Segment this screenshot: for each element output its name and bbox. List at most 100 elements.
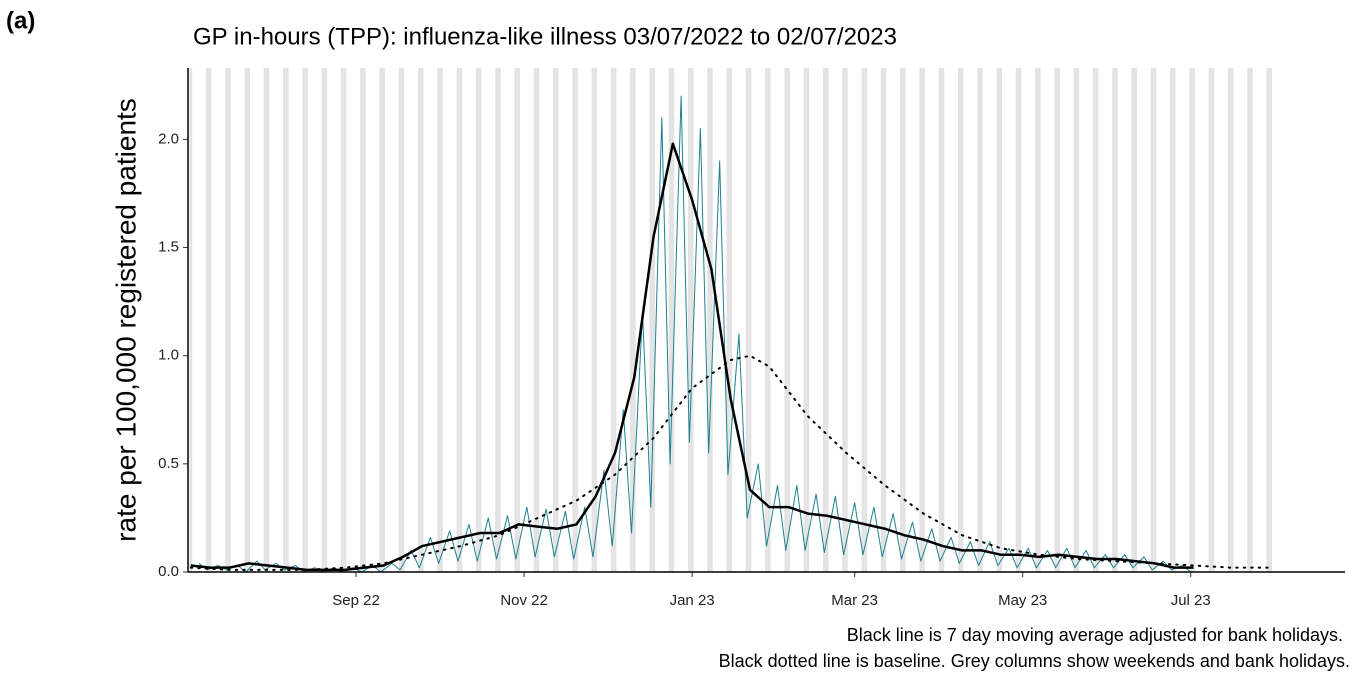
weekend-column — [1114, 68, 1118, 572]
x-tick-label: Mar 23 — [831, 592, 878, 609]
weekend-column — [1230, 68, 1234, 572]
weekend-column — [285, 68, 289, 572]
weekend-column — [671, 68, 675, 572]
weekend-column — [784, 68, 788, 572]
weekend-column — [398, 68, 402, 572]
weekend-column — [610, 68, 614, 572]
y-axis-title: rate per 100,000 registered patients — [110, 98, 141, 542]
weekend-column — [922, 68, 925, 572]
weekend-column — [382, 68, 385, 572]
weekend-column — [1134, 68, 1138, 572]
y-tick-label: 0.0 — [158, 563, 179, 580]
weekend-column — [536, 68, 540, 572]
weekend-column — [1192, 68, 1195, 572]
weekend-column — [767, 68, 771, 572]
y-tick-label: 1.0 — [158, 347, 179, 364]
x-tick-label: Jul 23 — [1171, 592, 1211, 609]
weekend-column — [302, 68, 306, 572]
weekend-column — [1057, 68, 1060, 572]
weekend-column — [1095, 68, 1099, 572]
y-tick-label: 2.0 — [158, 130, 179, 147]
weekend-column — [996, 68, 1000, 572]
weekend-column — [803, 68, 807, 572]
weekend-column — [1035, 68, 1038, 572]
weekend-column — [1018, 68, 1022, 572]
weekend-column — [1249, 68, 1253, 572]
weekend-column — [227, 68, 231, 572]
weekend-column — [478, 68, 482, 572]
weekend-column — [1037, 68, 1041, 572]
weekend-column — [379, 68, 383, 572]
weekend-column — [418, 68, 421, 572]
weekend-column — [1076, 68, 1080, 572]
weekend-column — [729, 68, 733, 572]
weekend-column — [475, 68, 479, 572]
weekend-column — [900, 68, 903, 572]
weekend-column — [401, 68, 405, 572]
weekend-column — [957, 68, 961, 572]
weekend-column — [321, 68, 325, 572]
weekend-column — [979, 68, 983, 572]
weekend-column — [572, 68, 576, 572]
weekend-column — [613, 68, 617, 572]
weekend-column — [999, 68, 1003, 572]
weekend-column — [360, 68, 363, 572]
weekend-column — [960, 68, 964, 572]
weekend-column — [630, 68, 633, 572]
weekend-column — [497, 68, 501, 572]
weekend-column — [1150, 68, 1154, 572]
weekend-column — [864, 68, 868, 572]
weekend-column — [1227, 68, 1231, 572]
weekend-column — [707, 68, 711, 572]
weekend-column — [825, 68, 829, 572]
weekend-column — [941, 68, 945, 572]
weekend-column — [591, 68, 595, 572]
weekend-column — [456, 68, 460, 572]
weekend-column — [514, 68, 518, 572]
weekend-column — [1269, 68, 1272, 572]
weekend-column — [1266, 68, 1270, 572]
weekend-column — [495, 68, 498, 572]
weekend-column — [902, 68, 906, 572]
weekend-column — [1131, 68, 1135, 572]
weekend-column — [1153, 68, 1157, 572]
weekend-column — [1172, 68, 1176, 572]
weekend-column — [263, 68, 267, 572]
weekend-column — [420, 68, 424, 572]
weekend-column — [822, 68, 826, 572]
weekend-column — [690, 68, 694, 572]
weekend-column — [575, 68, 578, 572]
weekend-column — [1170, 68, 1173, 572]
weekend-column — [440, 68, 443, 572]
y-tick-label: 1.5 — [158, 239, 179, 256]
x-tick-label: Sep 22 — [332, 592, 380, 609]
weekend-column — [938, 68, 942, 572]
weekend-column — [247, 68, 250, 572]
weekend-column — [845, 68, 848, 572]
weekend-column — [668, 68, 672, 572]
series-line — [198, 95, 1192, 573]
x-tick-label: May 23 — [998, 592, 1047, 609]
weekend-column — [283, 68, 286, 572]
weekend-column — [745, 68, 749, 572]
weekend-column — [1015, 68, 1019, 572]
weekend-column — [1054, 68, 1058, 572]
weekend-column — [1247, 68, 1250, 572]
x-tick-label: Jan 23 — [670, 592, 715, 609]
weekend-column — [517, 68, 520, 572]
weekend-column — [340, 68, 344, 572]
weekend-column — [919, 68, 923, 572]
note: Black dotted line is baseline. Grey colu… — [719, 651, 1350, 671]
weekend-column — [594, 68, 598, 572]
y-tick-label: 0.5 — [158, 455, 179, 472]
weekend-column — [189, 68, 193, 572]
weekend-column — [205, 68, 209, 572]
weekend-column — [362, 68, 366, 572]
weekend-column — [1211, 68, 1215, 572]
series-line — [190, 142, 1194, 572]
weekend-column — [787, 68, 790, 572]
weekend-column — [806, 68, 810, 572]
weekend-column — [555, 68, 559, 572]
panel-label: (a) — [6, 7, 35, 34]
weekend-column — [266, 68, 270, 572]
